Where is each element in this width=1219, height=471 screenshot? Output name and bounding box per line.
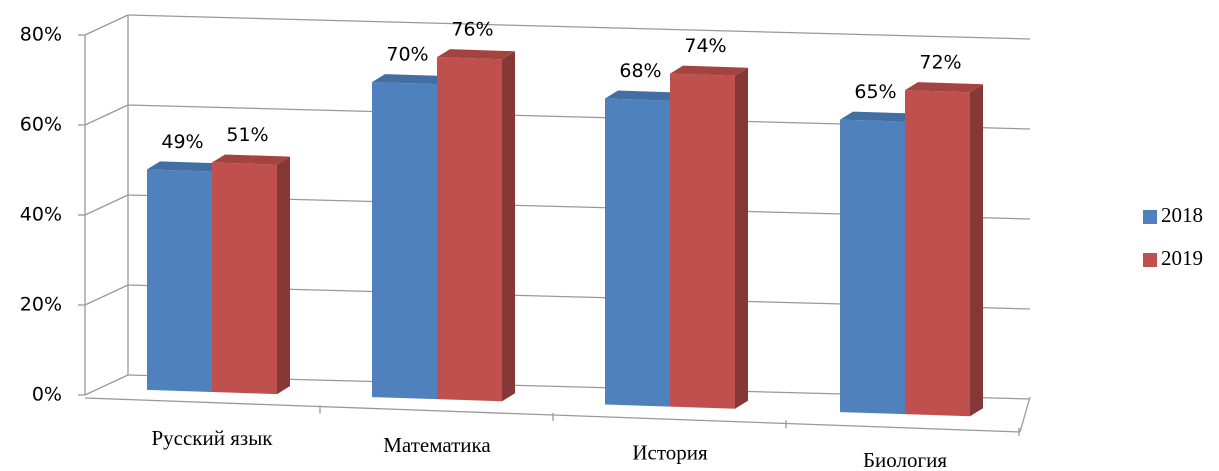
y-tick-label: 40% — [20, 204, 62, 226]
x-tick-label: Биология — [863, 448, 947, 471]
bar — [212, 162, 277, 395]
bar — [670, 73, 735, 409]
grid-line — [127, 14, 1031, 40]
value-label: 72% — [919, 52, 961, 74]
legend-swatch — [1143, 253, 1157, 267]
bar-top — [212, 154, 290, 165]
grid-line — [84, 194, 129, 216]
y-tick-label: 60% — [20, 114, 62, 136]
bar-top — [605, 90, 683, 101]
bar-side — [502, 51, 515, 402]
y-tick-label: 80% — [20, 24, 62, 46]
legend-label: 2018 — [1161, 203, 1203, 227]
x-tick-label: Русский язык — [151, 426, 273, 450]
value-label: 76% — [451, 19, 493, 41]
bar — [372, 82, 437, 400]
bar-top — [905, 82, 983, 93]
bar — [905, 90, 970, 417]
bar — [147, 169, 212, 392]
x-tick-label: История — [632, 440, 708, 464]
y-tick-label: 20% — [20, 294, 62, 316]
bar — [605, 98, 670, 407]
bar-side — [277, 156, 290, 395]
grid-line — [84, 284, 129, 306]
value-label: 65% — [854, 81, 896, 103]
legend-label: 2019 — [1161, 246, 1203, 270]
bar — [840, 119, 905, 415]
x-tick-label: Математика — [383, 433, 491, 457]
value-label: 49% — [161, 131, 203, 153]
value-label: 68% — [619, 60, 661, 82]
bar — [437, 57, 502, 402]
bar-top — [840, 111, 918, 122]
bar-side — [970, 84, 983, 417]
bar-top — [372, 74, 450, 85]
grid-line — [84, 104, 129, 126]
bar-side — [735, 67, 748, 409]
bar-top — [147, 161, 225, 172]
grid-line — [84, 14, 129, 36]
grid-line — [84, 374, 129, 396]
value-label: 51% — [226, 124, 268, 146]
value-label: 70% — [386, 44, 428, 66]
bar-top — [437, 49, 515, 60]
legend-swatch — [1143, 210, 1157, 224]
value-label: 74% — [684, 35, 726, 57]
floor-edge — [1019, 396, 1031, 433]
y-tick-label: 0% — [32, 384, 62, 406]
bar-top — [670, 65, 748, 76]
